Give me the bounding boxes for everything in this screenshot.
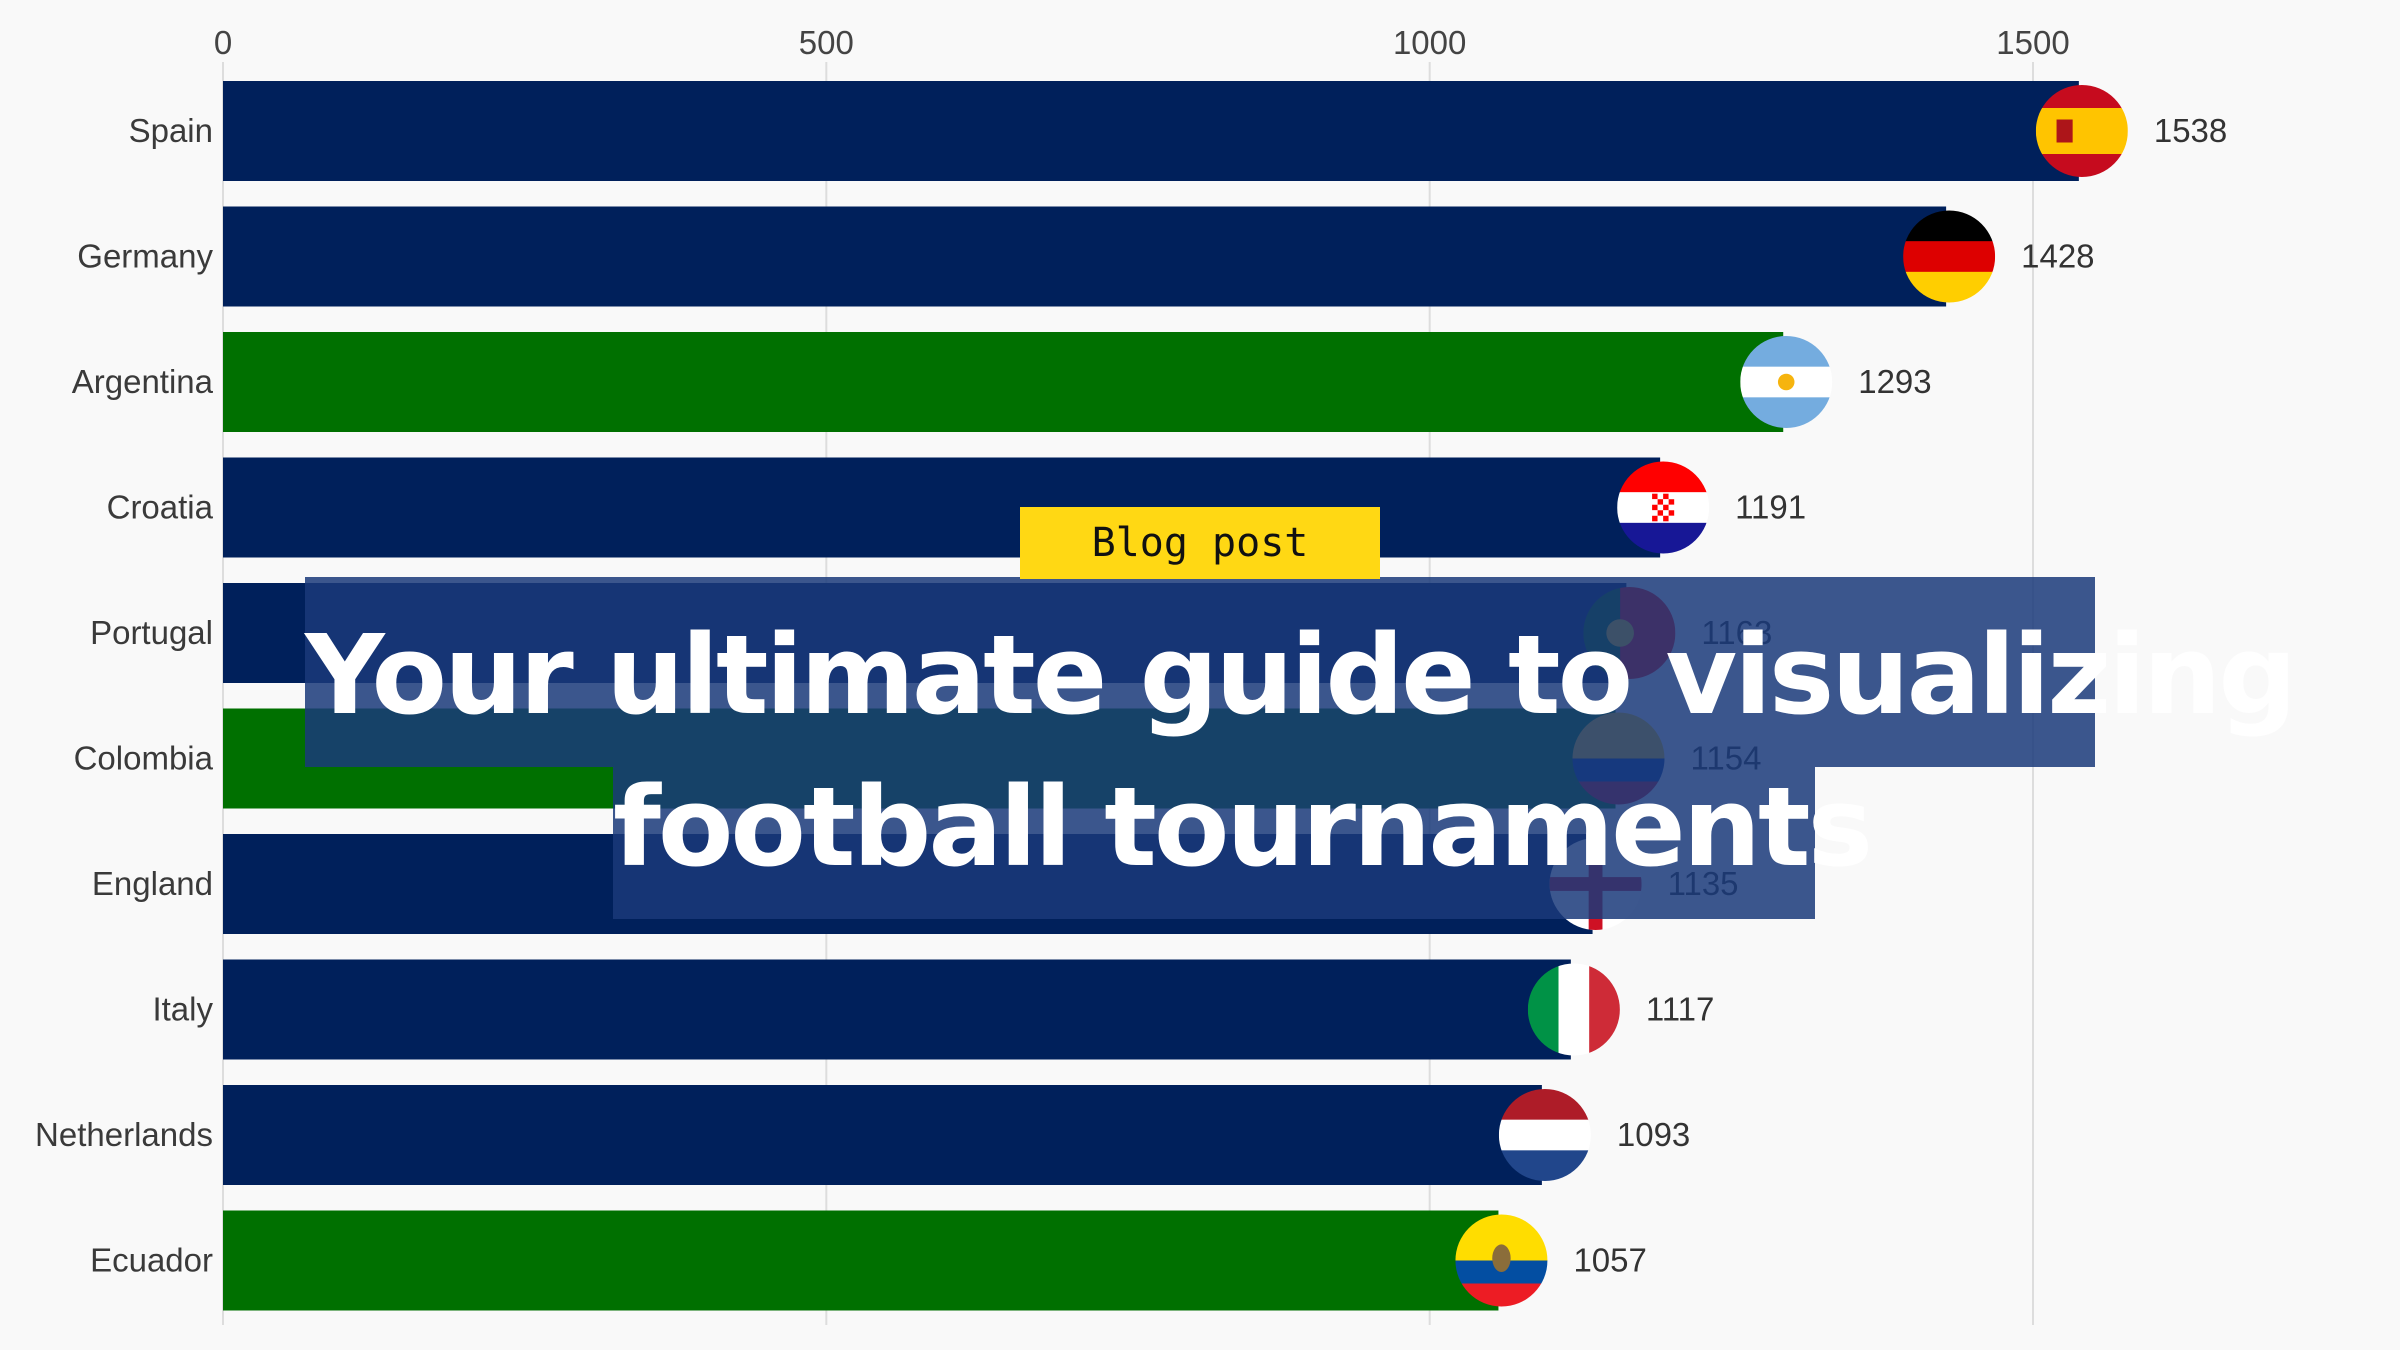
category-label: Argentina: [72, 363, 214, 400]
bar-argentina: [223, 332, 1784, 432]
bar-italy: [223, 959, 1571, 1060]
bar-spain: [223, 81, 2079, 181]
value-label: 1538: [2154, 112, 2227, 149]
title-background-band: [305, 577, 2095, 767]
value-label: 1191: [1735, 489, 1806, 526]
title-background-band: [613, 767, 1815, 919]
category-label: Germany: [77, 238, 213, 275]
bar-croatia: [223, 457, 1661, 558]
headline-line-2: football tournaments: [613, 763, 1873, 891]
x-axis-ticks: 0 500 1000 1500: [214, 24, 2070, 61]
category-label: England: [92, 865, 213, 902]
value-label: 1293: [1858, 363, 1931, 400]
value-label: 1428: [2021, 238, 2094, 275]
headline-line-1: Your ultimate guide to visualizing: [305, 611, 2297, 739]
x-tick-label: 500: [799, 24, 854, 61]
value-label: 1093: [1617, 1116, 1690, 1153]
value-label: 1117: [1646, 991, 1715, 1028]
netherlands-flag-icon: [1498, 1089, 1591, 1181]
x-tick-label: 1500: [1996, 24, 2069, 61]
category-labels: Spain Germany Argentina Croatia Portugal Colo…: [35, 112, 214, 1279]
bar-germany: [223, 206, 1947, 307]
category-label: Portugal: [90, 614, 213, 651]
argentina-flag-icon: [1740, 336, 1833, 428]
category-label: Spain: [129, 112, 213, 149]
category-label: Ecuador: [90, 1242, 213, 1279]
value-label: 1057: [1573, 1242, 1646, 1279]
italy-flag-icon: [1527, 963, 1620, 1056]
category-label: Netherlands: [35, 1116, 213, 1153]
bar-netherlands: [223, 1085, 1542, 1185]
germany-flag-icon: [1903, 210, 1996, 303]
croatia-flag-icon: [1617, 461, 1710, 554]
blog-post-badge: Blog post: [1020, 507, 1380, 579]
category-label: Italy: [152, 991, 213, 1028]
bar-ecuador: [223, 1210, 1499, 1311]
x-tick-label: 0: [214, 24, 232, 61]
ecuador-flag-icon: [1455, 1214, 1548, 1307]
category-label: Croatia: [107, 489, 214, 526]
category-label: Colombia: [74, 740, 214, 777]
spain-flag-icon: [2035, 85, 2128, 177]
x-tick-label: 1000: [1393, 24, 1466, 61]
